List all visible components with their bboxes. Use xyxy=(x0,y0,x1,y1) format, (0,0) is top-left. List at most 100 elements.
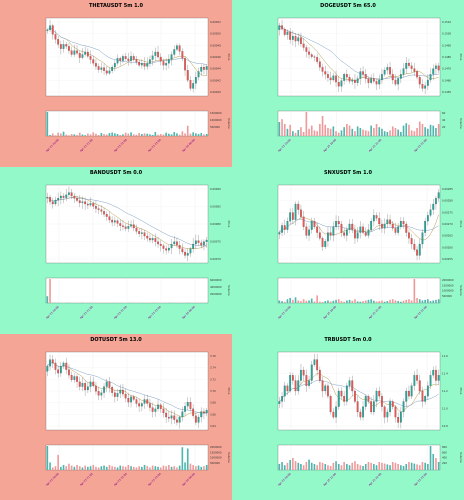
candle-body xyxy=(408,232,410,239)
volume-bar xyxy=(297,300,300,303)
volume-bar xyxy=(432,454,435,470)
candle-body xyxy=(65,194,68,198)
candle-body xyxy=(92,59,95,64)
volume-bar xyxy=(154,466,157,470)
volume-bar xyxy=(319,124,321,136)
candle-body xyxy=(178,245,181,249)
candle-body xyxy=(119,389,122,394)
y-tick-label: 0.00265 xyxy=(442,234,453,238)
moving-average-short xyxy=(47,362,207,418)
candle-body xyxy=(84,383,87,391)
volume-bar xyxy=(424,299,426,303)
candle-body xyxy=(173,415,176,420)
candle-body xyxy=(157,241,159,245)
candle-body xyxy=(332,75,335,81)
volume-bar xyxy=(416,128,418,136)
candle-body xyxy=(46,29,49,31)
candle-body xyxy=(92,381,95,387)
volume-bar xyxy=(362,466,364,470)
candle-body xyxy=(378,390,381,397)
volume-bar xyxy=(146,466,149,470)
candle-body xyxy=(122,389,124,395)
volume-bar xyxy=(327,128,329,136)
volume-bar xyxy=(400,301,402,303)
candle-body xyxy=(132,56,135,60)
candle-body xyxy=(343,74,346,81)
y-tick-label: 3.64 xyxy=(210,424,216,428)
candle-body xyxy=(399,74,402,79)
volume-bar xyxy=(340,465,343,470)
candle-body xyxy=(394,406,397,418)
volume-bar xyxy=(60,133,62,136)
candle-body xyxy=(151,55,154,60)
chart-panel-snxusdt: SNXUSDT 5m 1.0 Apr 25 19:00 Apr 25 20:00 Ap… xyxy=(232,167,464,334)
candle-body xyxy=(151,238,154,241)
volume-bar xyxy=(205,134,208,136)
volume-bar xyxy=(408,462,410,470)
volume-bar xyxy=(286,462,289,470)
volume-bar xyxy=(57,454,59,470)
candle-body xyxy=(113,392,116,397)
volume-bar xyxy=(351,462,354,470)
candle-body xyxy=(386,67,389,71)
volume-bar xyxy=(95,133,97,136)
volume-bar xyxy=(418,121,421,136)
volume-bar xyxy=(203,466,205,470)
volume-tick-label: 1000000 xyxy=(210,456,222,460)
volume-bar xyxy=(138,466,140,470)
candle-body xyxy=(143,232,146,237)
volume-bar xyxy=(178,134,181,136)
volume-bar xyxy=(81,134,84,136)
candle-body xyxy=(356,78,359,83)
candle-body xyxy=(302,43,305,48)
volume-bar xyxy=(157,134,159,136)
candle-body xyxy=(383,406,386,418)
volume-bar xyxy=(300,301,302,303)
candle-body xyxy=(167,416,170,419)
volume-bar xyxy=(57,132,59,136)
candle-body xyxy=(435,65,437,69)
volume-bar xyxy=(162,134,165,136)
candle-body xyxy=(364,396,367,407)
volume-tick-label: 40 xyxy=(442,118,446,122)
y-tick-label: 0.1490 xyxy=(442,43,451,47)
volume-bar xyxy=(402,466,405,470)
volume-bar xyxy=(324,464,327,470)
candle-body xyxy=(432,68,435,75)
volume-bar xyxy=(151,135,154,136)
volume-bar xyxy=(151,465,154,470)
volume-bar xyxy=(73,466,76,470)
candle-body xyxy=(286,221,289,230)
candle-body xyxy=(92,203,95,207)
candle-body xyxy=(367,229,370,236)
volume-bar xyxy=(332,126,335,136)
candle-body xyxy=(111,387,114,393)
candle-body xyxy=(386,219,389,225)
candle-body xyxy=(84,201,87,205)
candle-body xyxy=(335,75,337,83)
candle-body xyxy=(205,239,208,242)
volume-bar xyxy=(162,465,165,470)
candle-body xyxy=(378,79,381,85)
candle-body xyxy=(297,380,300,392)
volume-bar xyxy=(383,463,386,470)
candle-body xyxy=(68,369,70,376)
volume-bar xyxy=(119,135,122,136)
candle-body xyxy=(46,366,49,372)
candle-body xyxy=(416,375,418,381)
volume-bar xyxy=(84,465,86,470)
candle-body xyxy=(149,403,151,408)
volume-bar xyxy=(386,464,389,470)
volume-bar xyxy=(149,134,151,136)
candle-body xyxy=(124,226,127,229)
volume-bar xyxy=(378,127,381,136)
candle-body xyxy=(143,63,146,67)
volume-bar xyxy=(437,462,440,470)
candle-body xyxy=(146,235,149,239)
volume-bar xyxy=(192,464,194,470)
chart-panel-trbusdt: TRBUSDT 5m 0.0 Apr 25 20:00 Apr 25 21:00 Ap… xyxy=(232,334,464,500)
volume-bar xyxy=(405,299,408,303)
candle-body xyxy=(421,232,424,245)
candle-body xyxy=(399,411,402,423)
candle-body xyxy=(76,198,78,201)
